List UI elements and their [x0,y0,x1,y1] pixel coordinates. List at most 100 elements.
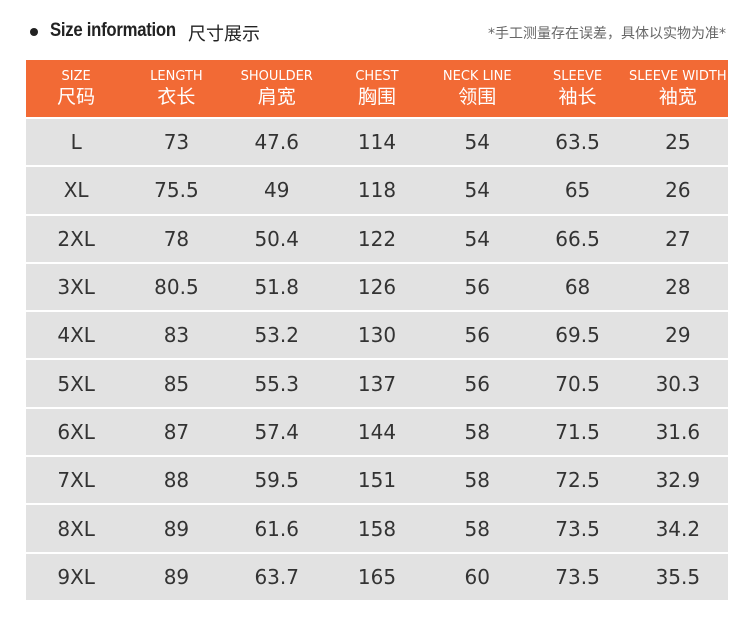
subtitle: 尺寸展示 [188,24,260,45]
table-cell: 27 [665,226,691,251]
table-cell: 8XL [57,516,95,541]
header-zh: 袖宽 [658,85,697,108]
table-cell: 51.8 [254,275,299,300]
table-cell: 130 [357,323,397,348]
table-cell: 88 [163,468,190,493]
table-cell: 30.3 [655,371,701,396]
table-row: L 73 47.6 114 54 63.5 25 [26,117,728,166]
table-cell: 31.6 [655,419,701,444]
header-zh: 袖长 [558,85,597,108]
table-cell: 53.2 [254,323,299,348]
size-table: SIZE 尺码 LENGTH 衣长 SHOULDER 肩宽 CHEST 胸围 NECK LINE… [26,60,728,600]
table-cell: 58 [464,516,490,541]
table-cell: 32.9 [655,468,701,493]
table-cell: 54 [464,178,490,203]
table-cell: 73.5 [555,564,600,589]
table-cell: 57.4 [254,419,299,444]
table-cell: 55.3 [254,371,299,396]
table-cell: 2XL [57,226,95,251]
table-cell: 151 [357,468,397,493]
table-cell: 49 [263,178,290,203]
table-cell: 61.6 [254,516,299,541]
table-cell: XL [63,178,89,203]
header-zh: 领围 [458,85,497,108]
table-cell: 71.5 [555,419,600,444]
table-cell: 137 [357,371,397,396]
table-cell: 118 [357,178,397,203]
table-cell: 158 [357,516,397,541]
header-cell: LENGTH 衣长 [126,60,226,117]
table-row: 5XL 85 55.3 137 56 70.5 30.3 [26,358,728,407]
header-en: SIZE [61,68,91,84]
table-cell: 29 [665,323,691,348]
table-row: 7XL 88 59.5 151 58 72.5 32.9 [26,455,728,504]
bullet [30,28,38,36]
table-cell: 6XL [57,419,95,444]
header-en: NECK LINE [442,68,512,84]
table-row: 4XL 83 53.2 130 56 69.5 29 [26,310,728,359]
header-cell: SIZE 尺码 [26,60,126,117]
header-en: SHOULDER [240,68,313,84]
table-cell: 7XL [57,468,95,493]
table-cell: 83 [163,323,190,348]
table-cell: 26 [665,178,691,203]
table-cell: 65 [564,178,591,203]
table-cell: 28 [665,275,691,300]
header: Size information 尺寸展示 *手工测量存在误差，具体以实物为准* [22,16,728,48]
header-cell: SHOULDER 肩宽 [227,60,327,117]
table-cell: 73 [163,130,190,155]
table-cell: 4XL [57,323,95,348]
table-cell: 3XL [57,275,95,300]
table-row: XL 75.5 49 118 54 65 26 [26,165,728,214]
header-zh: 衣长 [157,85,196,108]
header-en: SLEEVE [553,68,603,84]
table-cell: 89 [163,564,190,589]
header-cell: SLEEVE 袖长 [527,60,627,117]
table-cell: 87 [163,419,190,444]
header-zh: 胸围 [357,85,396,108]
table-cell: 72.5 [555,468,600,493]
table-cell: 50.4 [254,226,299,251]
header-en: SLEEVE WIDTH [629,68,727,84]
note: *手工测量存在误差，具体以实物为准* [488,26,726,42]
table-row: 2XL 78 50.4 122 54 66.5 27 [26,213,728,262]
table-cell: 34.2 [655,516,701,541]
table-cell: 63.7 [254,564,299,589]
table-cell: 58 [464,419,490,444]
table-cell: 9XL [57,564,95,589]
table-cell: 56 [464,275,490,300]
table-cell: 63.5 [555,130,600,155]
table-cell: 56 [464,323,490,348]
header-row: SIZE 尺码 LENGTH 衣长 SHOULDER 肩宽 CHEST 胸围 NECK LINE… [26,60,728,117]
header-cell: CHEST 胸围 [327,60,427,117]
table-cell: 66.5 [555,226,600,251]
table-cell: 78 [163,226,190,251]
table-cell: 54 [464,130,490,155]
table-cell: 68 [564,275,591,300]
table-cell: 59.5 [254,468,299,493]
header-cell: NECK LINE 领围 [427,60,527,117]
table-row: 6XL 87 57.4 144 58 71.5 31.6 [26,406,728,456]
table-cell: 60 [464,564,490,589]
table-cell: 5XL [57,371,95,396]
table-row: 9XL 89 63.7 165 60 73.5 35.5 [26,551,728,600]
header-en: CHEST [355,68,399,84]
table-cell: 165 [357,564,397,589]
table-cell: 25 [665,130,691,155]
table-cell: 80.5 [154,275,199,300]
table-cell: 144 [357,419,397,444]
table-cell: 69.5 [555,323,600,348]
table-cell: 114 [357,130,397,155]
table-cell: 89 [163,516,190,541]
table-cell: 75.5 [154,178,199,203]
table-cell: 58 [464,468,490,493]
table-cell: 73.5 [555,516,600,541]
table-cell: 70.5 [555,371,600,396]
table-cell: 56 [464,371,490,396]
header-en: LENGTH [150,68,203,84]
table-row: 8XL 89 61.6 158 58 73.5 34.2 [26,503,728,552]
header-zh: 尺码 [57,85,96,108]
header-cell: SLEEVE WIDTH 袖宽 [628,60,728,117]
table-row: 3XL 80.5 51.8 126 56 68 28 [26,261,728,311]
